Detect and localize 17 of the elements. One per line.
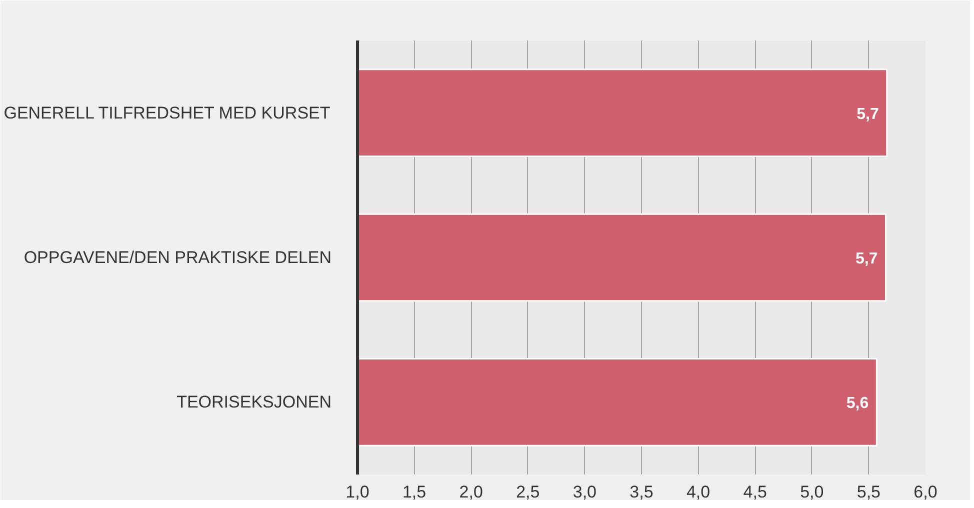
x-tick-label: 6,0 [914,482,938,502]
data-label: 5,7 [856,106,879,123]
x-tick-label: 5,5 [856,482,881,502]
x-tick-label: 4,5 [743,482,767,502]
x-tick-label: 3,0 [572,482,597,502]
x-tick-label: 5,0 [800,482,824,502]
x-tick-label: 2,0 [459,482,483,502]
x-tick-label: 3,5 [630,482,654,502]
y-tick-label: OPPGAVENE/DEN PRAKTISKE DELEN [24,248,332,267]
x-tick-label: 1,5 [402,482,426,502]
y-tick-label: TEORISEKSJONEN [176,392,332,412]
data-label: 5,6 [846,395,869,412]
x-tick-label: 1,0 [346,482,370,502]
data-label: 5,7 [856,250,878,268]
x-tick-label: 4,0 [686,482,710,502]
x-tick-label: 2,5 [516,482,540,502]
y-tick-label: GENERELL TILFREDSHET MED KURSET [4,103,330,122]
